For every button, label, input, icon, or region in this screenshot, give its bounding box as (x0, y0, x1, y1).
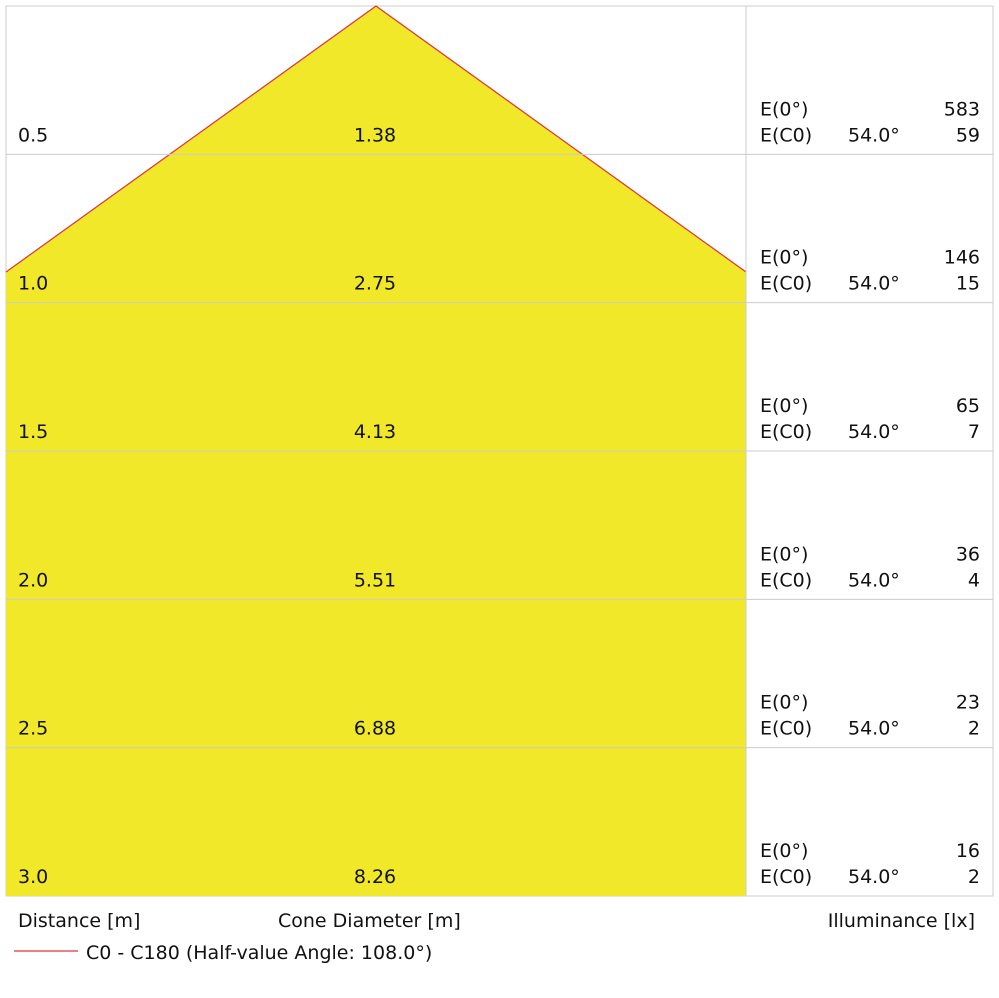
e0-label: E(0°) (760, 543, 808, 565)
e0-label: E(0°) (760, 840, 808, 862)
angle: 54.0° (848, 718, 900, 740)
illuminance-label: Illuminance [lx] (828, 910, 975, 932)
angle: 54.0° (848, 569, 900, 591)
ec0-value: 59 (956, 124, 980, 146)
ec0-label: E(C0) (760, 718, 812, 740)
ec0-value: 2 (968, 866, 980, 888)
ec0-label: E(C0) (760, 569, 812, 591)
legend-text: C0 - C180 (Half-value Angle: 108.0°) (86, 942, 432, 964)
rows: 0.5 1.38 E(0°) 583 E(C0) 54.0° 59 1.0 2.75 E(0°) 1… (6, 98, 993, 888)
diameter: 1.38 (354, 124, 396, 146)
distance: 0.5 (18, 124, 48, 146)
e0-label: E(0°) (760, 395, 808, 417)
angle: 54.0° (848, 866, 900, 888)
ec0-value: 7 (968, 421, 980, 443)
e0-value: 16 (956, 840, 980, 862)
cone-edge (5, 5, 747, 273)
ec0-value: 4 (968, 569, 980, 591)
e0-value: 36 (956, 543, 980, 565)
distance: 1.5 (18, 421, 48, 443)
diameter: 8.26 (354, 866, 396, 888)
diameter-label: Cone Diameter [m] (278, 910, 461, 932)
distance: 2.5 (18, 718, 48, 740)
angle: 54.0° (848, 421, 900, 443)
ec0-value: 2 (968, 718, 980, 740)
distance: 3.0 (18, 866, 48, 888)
distance: 2.0 (18, 569, 48, 591)
diameter: 2.75 (354, 273, 396, 295)
ec0-label: E(C0) (760, 273, 812, 295)
e0-label: E(0°) (760, 247, 808, 269)
diameter: 5.51 (354, 569, 396, 591)
e0-value: 583 (944, 98, 980, 120)
e0-value: 65 (956, 395, 980, 417)
angle: 54.0° (848, 124, 900, 146)
ec0-label: E(C0) (760, 866, 812, 888)
angle: 54.0° (848, 273, 900, 295)
e0-label: E(0°) (760, 98, 808, 120)
ec0-label: E(C0) (760, 124, 812, 146)
e0-value: 23 (956, 692, 980, 714)
e0-value: 146 (944, 247, 980, 269)
diameter: 6.88 (354, 718, 396, 740)
e0-label: E(0°) (760, 692, 808, 714)
distance: 1.0 (18, 273, 48, 295)
diameter: 4.13 (354, 421, 396, 443)
ec0-label: E(C0) (760, 421, 812, 443)
ec0-value: 15 (956, 273, 980, 295)
distance-label: Distance [m] (18, 910, 140, 932)
